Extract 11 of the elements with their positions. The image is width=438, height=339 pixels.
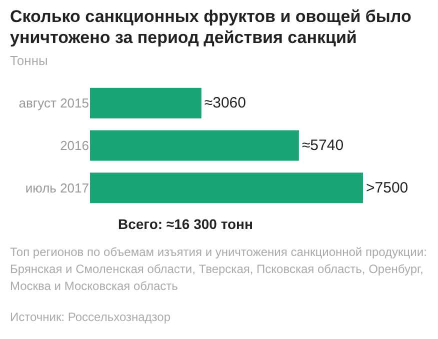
data-label: ≈5740 [302,137,344,154]
y-tick-label: 2016 [60,138,89,154]
y-tick-label: август 2015 [18,96,89,111]
chart-title: Сколько санкционных фруктов и овощей было уничтожено за период действия санкций [10,6,412,48]
data-label: ≈3060 [204,94,246,112]
text: Источник: Россельхознадзор [10,310,170,324]
text: Всего: ≈16 300 тонн [118,216,253,232]
data-label: >7500 [366,179,408,196]
chart-subtitle: Тонны [10,53,48,68]
text: Топ регионов по объемам изъятия и уничтожения санкционной продукции: Брянская и Смоленская области, Тверская, Псковская область, Оренбург, Москва и Московская область [10,244,428,295]
y-tick-label: июль 2017 [25,180,89,196]
